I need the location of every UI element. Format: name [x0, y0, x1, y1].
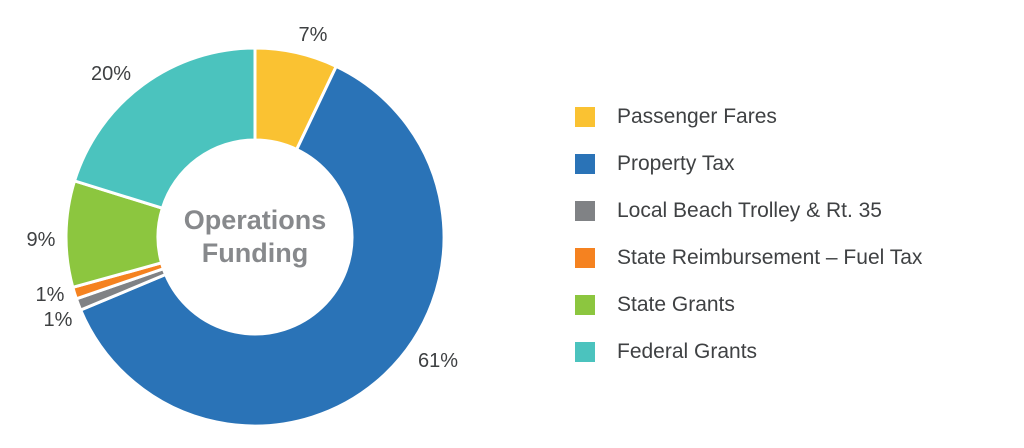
- legend-item-state-grants: State Grants: [575, 293, 922, 316]
- percent-label-federal-grants: 20%: [90, 63, 132, 85]
- legend-swatch-property-tax: [575, 154, 595, 174]
- percent-label-local-beach-trolley-rt-35: 1%: [43, 309, 73, 331]
- donut-chart-svg: [64, 46, 446, 428]
- chart-center-label-line2: Funding: [201, 238, 309, 268]
- legend-label-local-beach-trolley-rt-35: Local Beach Trolley & Rt. 35: [617, 199, 882, 222]
- legend-item-local-beach-trolley-rt-35: Local Beach Trolley & Rt. 35: [575, 199, 922, 222]
- slice-property-tax: [79, 64, 446, 428]
- slice-state-grants: [64, 179, 164, 289]
- legend-swatch-local-beach-trolley-rt-35: [575, 201, 595, 221]
- legend-swatch-state-grants: [575, 295, 595, 315]
- legend-item-federal-grants: Federal Grants: [575, 340, 922, 363]
- slice-federal-grants: [73, 46, 257, 210]
- legend-label-property-tax: Property Tax: [617, 152, 735, 175]
- legend-swatch-state-reimbursement-fuel-tax: [575, 248, 595, 268]
- percent-label-state-grants: 9%: [26, 229, 56, 251]
- chart-center-label: Operations Funding: [184, 204, 327, 270]
- donut-chart: 7% 61% 1% 1% 9% 20% Operations Funding: [26, 24, 459, 428]
- legend-swatch-federal-grants: [575, 342, 595, 362]
- legend-label-federal-grants: Federal Grants: [617, 340, 758, 363]
- legend-item-passenger-fares: Passenger Fares: [575, 105, 922, 128]
- legend-item-state-reimbursement-fuel-tax: State Reimbursement – Fuel Tax: [575, 246, 923, 269]
- chart-legend: Passenger Fares Property Tax Local Beach T…: [575, 105, 923, 363]
- legend-label-state-reimbursement-fuel-tax: State Reimbursement – Fuel Tax: [617, 246, 923, 269]
- percent-label-passenger-fares: 7%: [298, 24, 328, 46]
- legend-label-state-grants: State Grants: [617, 293, 735, 316]
- percent-label-property-tax: 61%: [417, 350, 459, 372]
- chart-center-label-line1: Operations: [183, 205, 327, 235]
- legend-label-passenger-fares: Passenger Fares: [617, 105, 777, 128]
- legend-item-property-tax: Property Tax: [575, 152, 922, 175]
- percent-label-state-reimbursement-fuel-tax: 1%: [35, 284, 65, 306]
- legend-swatch-passenger-fares: [575, 107, 595, 127]
